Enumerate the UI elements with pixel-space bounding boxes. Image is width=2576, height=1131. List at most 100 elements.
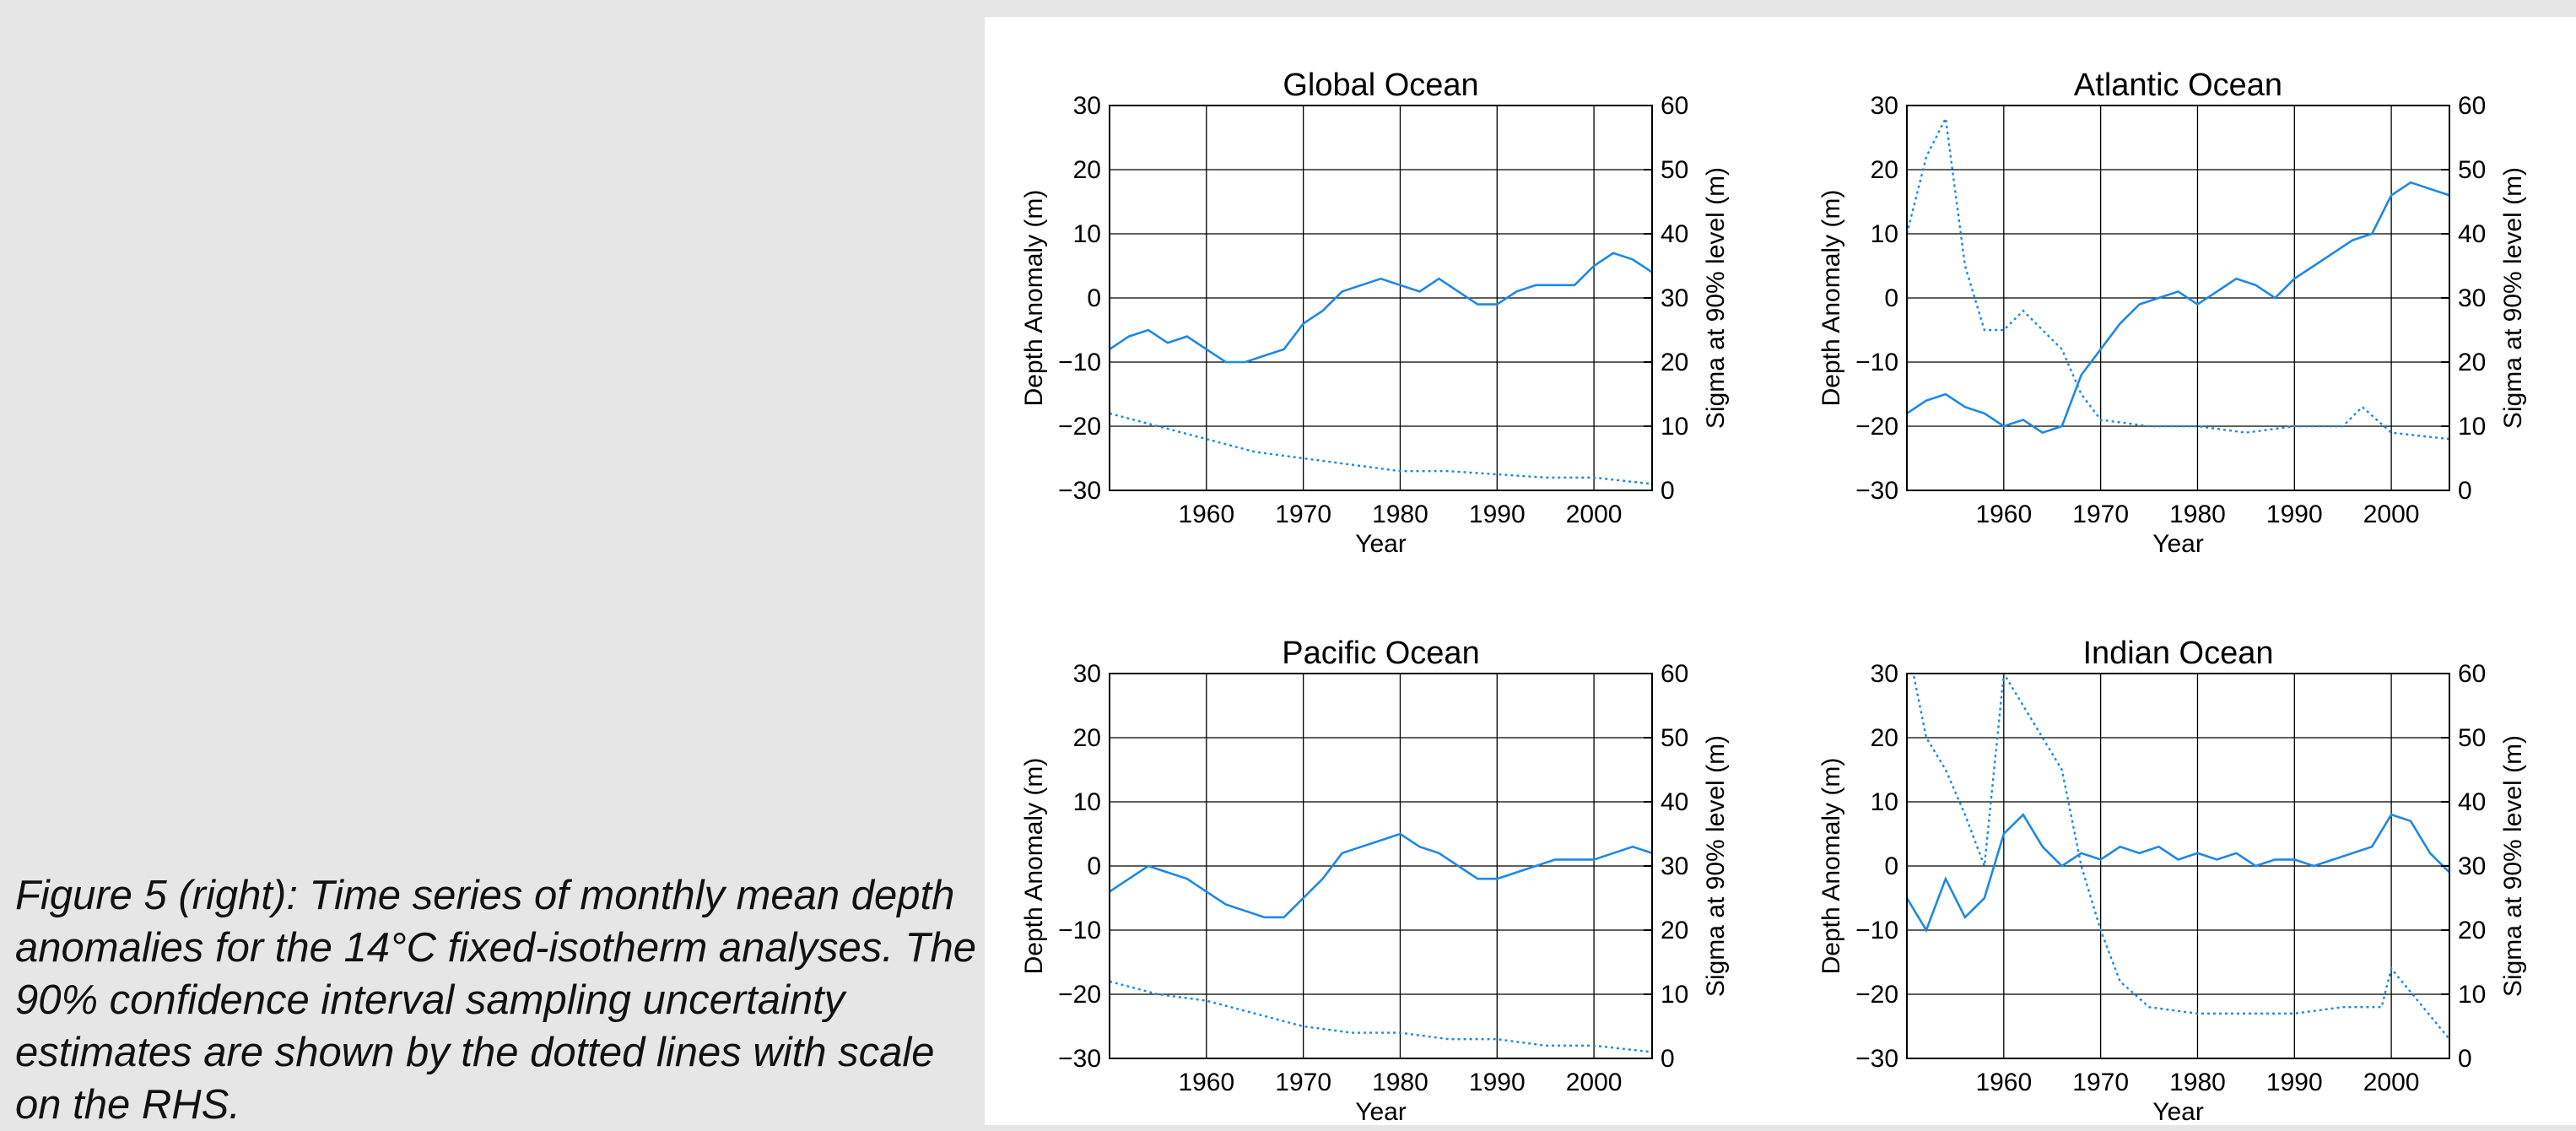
y2-tick-label: 50 [2458, 724, 2486, 752]
y2-tick-label: 0 [1661, 477, 1675, 505]
series-line-dotted [1110, 412, 1652, 485]
y-tick-label: 30 [1073, 660, 1101, 688]
y-tick-label: −30 [1058, 477, 1101, 505]
y2-tick-label: 20 [2458, 349, 2486, 376]
y-axis-label: Depth Anomaly (m) [1817, 758, 1845, 975]
chart-1: 30 20 10 0 −10 −20 −30 60 50 40 30 20 10 0 1960 1970 198… [1817, 68, 2527, 558]
y-tick-label: 10 [1073, 788, 1101, 816]
y2-tick-label: 60 [2458, 660, 2486, 688]
y2-axis-label: Sigma at 90% level (m) [1702, 167, 1730, 429]
y2-tick-label: 60 [1661, 660, 1688, 688]
y-tick-label: −20 [1855, 981, 1898, 1009]
x-tick-label: 1970 [2072, 1069, 2129, 1096]
y2-tick-label: 40 [1661, 220, 1688, 248]
y2-tick-label: 60 [1661, 92, 1688, 120]
x-tick-label: 1960 [1975, 501, 2032, 528]
y-axis-label: Depth Anomaly (m) [1817, 190, 1845, 407]
y-tick-label: −20 [1058, 981, 1101, 1009]
x-tick-label: 1980 [1372, 501, 1428, 528]
y2-tick-label: 10 [1661, 981, 1688, 1009]
x-tick-label: 1980 [2169, 1069, 2226, 1096]
y2-tick-label: 50 [1661, 156, 1688, 184]
chart-title: Atlantic Ocean [2074, 68, 2282, 103]
y-tick-label: 10 [1871, 788, 1898, 816]
y2-tick-label: 30 [2458, 852, 2486, 880]
y-tick-label: 20 [1073, 724, 1101, 752]
series-line-solid [1110, 832, 1652, 919]
y2-tick-label: 20 [1661, 349, 1688, 376]
x-tick-label: 1990 [2266, 1069, 2323, 1096]
y-tick-label: −10 [1058, 917, 1101, 944]
chart-3: 30 20 10 0 −10 −20 −30 60 50 40 30 20 10 0 1960 1970 198… [1817, 636, 2527, 1125]
y-tick-label: −20 [1855, 413, 1898, 441]
y2-tick-label: 30 [1661, 284, 1688, 312]
series-line-dotted [1912, 674, 2449, 1040]
x-tick-label: 1970 [2072, 501, 2129, 528]
y-tick-label: 10 [1871, 220, 1898, 248]
y-tick-label: 0 [1087, 284, 1101, 312]
y-tick-label: −10 [1058, 349, 1101, 376]
x-tick-label: 1990 [1469, 1069, 1526, 1096]
y2-tick-label: 60 [2458, 92, 2486, 120]
figure-panel: 30 20 10 0 −10 −20 −30 60 50 40 30 20 10 0 1960 1970 198… [985, 17, 2576, 1125]
y2-tick-label: 50 [2458, 156, 2486, 184]
x-tick-label: 1970 [1275, 1069, 1331, 1096]
y2-tick-label: 0 [2458, 1045, 2472, 1073]
y2-tick-label: 20 [2458, 917, 2486, 944]
y2-tick-label: 50 [1661, 724, 1688, 752]
y-tick-label: −20 [1058, 413, 1101, 441]
x-tick-label: 1980 [1372, 1069, 1428, 1096]
x-axis-label: Year [1355, 1098, 1407, 1125]
x-tick-label: 2000 [1566, 501, 1623, 528]
chart-figure: 30 20 10 0 −10 −20 −30 60 50 40 30 20 10 0 1960 1970 198… [1020, 68, 2527, 1125]
x-tick-label: 2000 [2363, 501, 2420, 528]
y2-tick-label: 20 [1661, 917, 1688, 944]
x-tick-label: 1990 [1469, 501, 1526, 528]
y-tick-label: −10 [1855, 349, 1898, 376]
chart-2: 30 20 10 0 −10 −20 −30 60 50 40 30 20 10 0 1960 1970 198… [1020, 636, 1730, 1125]
y2-tick-label: 10 [1661, 413, 1688, 441]
y2-tick-label: 0 [2458, 477, 2472, 505]
x-axis-label: Year [1355, 530, 1407, 558]
chart-0: 30 20 10 0 −10 −20 −30 60 50 40 30 20 10 0 1960 1970 198… [1020, 68, 1730, 558]
y2-tick-label: 40 [2458, 220, 2486, 248]
series-line-dotted [1110, 980, 1652, 1053]
x-axis-label: Year [2152, 1098, 2204, 1125]
x-tick-label: 1960 [1178, 1069, 1234, 1096]
x-tick-label: 1960 [1178, 501, 1234, 528]
y2-tick-label: 40 [1661, 788, 1688, 816]
y-tick-label: 30 [1871, 92, 1898, 120]
y-tick-label: 20 [1871, 724, 1898, 752]
series-line-solid [1110, 252, 1652, 364]
y-tick-label: −30 [1855, 1045, 1898, 1073]
figure-caption: Figure 5 (right): Time series of monthly… [15, 873, 976, 1128]
y-tick-label: −10 [1855, 917, 1898, 944]
y-tick-label: −30 [1058, 1045, 1101, 1073]
series-line-dotted [1907, 115, 2449, 441]
series-line-solid [1907, 181, 2449, 435]
y2-tick-label: 30 [2458, 284, 2486, 312]
series-line-solid [1907, 813, 2449, 933]
chart-title: Global Ocean [1283, 68, 1478, 103]
x-tick-label: 1990 [2266, 501, 2323, 528]
y-tick-label: 10 [1073, 220, 1101, 248]
chart-title: Indian Ocean [2082, 636, 2273, 671]
y2-axis-label: Sigma at 90% level (m) [2499, 735, 2527, 997]
y-tick-label: 20 [1871, 156, 1898, 184]
x-axis-label: Year [2152, 530, 2204, 558]
y2-tick-label: 10 [2458, 413, 2486, 441]
y-tick-label: −30 [1855, 477, 1898, 505]
y2-tick-label: 30 [1661, 852, 1688, 880]
chart-title: Pacific Ocean [1282, 636, 1479, 671]
y-tick-label: 30 [1871, 660, 1898, 688]
x-tick-label: 1970 [1275, 501, 1331, 528]
y-tick-label: 20 [1073, 156, 1101, 184]
y2-tick-label: 10 [2458, 981, 2486, 1009]
y2-axis-label: Sigma at 90% level (m) [2499, 167, 2527, 429]
y-tick-label: 30 [1073, 92, 1101, 120]
y-axis-label: Depth Anomaly (m) [1020, 758, 1048, 975]
y-tick-label: 0 [1087, 852, 1101, 880]
y-tick-label: 0 [1884, 284, 1898, 312]
x-tick-label: 2000 [1566, 1069, 1623, 1096]
y2-axis-label: Sigma at 90% level (m) [1702, 735, 1730, 997]
